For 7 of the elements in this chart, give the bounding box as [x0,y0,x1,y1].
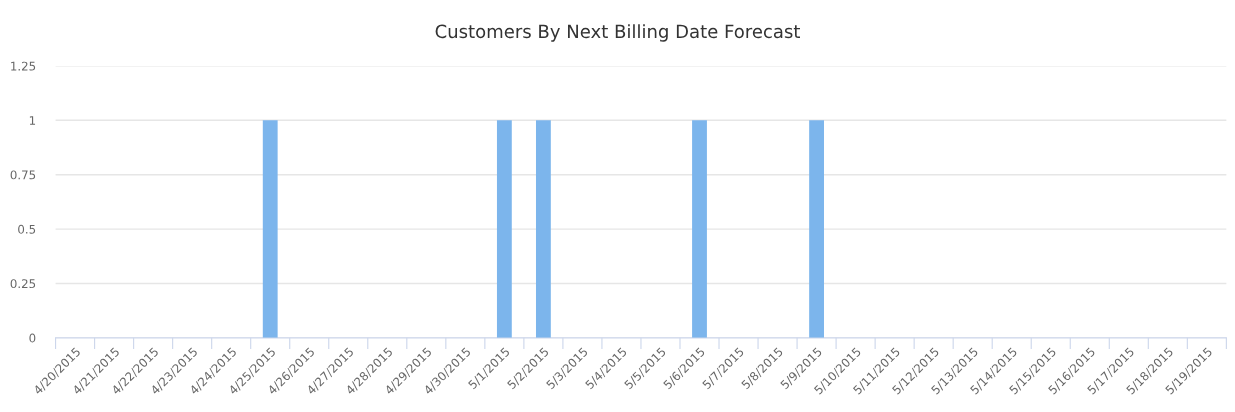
y-tick-label: 1.25 [11,61,36,71]
y-tick-label: 1 [29,116,36,125]
y-tick-label: 0.75 [10,170,36,180]
y-tick-label: 0 [29,333,36,343]
chart-title: Customers By Next Billing Date Forecast [435,24,800,42]
y-tick-label: 0.5 [18,224,36,234]
y-tick-label: 0.25 [10,279,36,289]
